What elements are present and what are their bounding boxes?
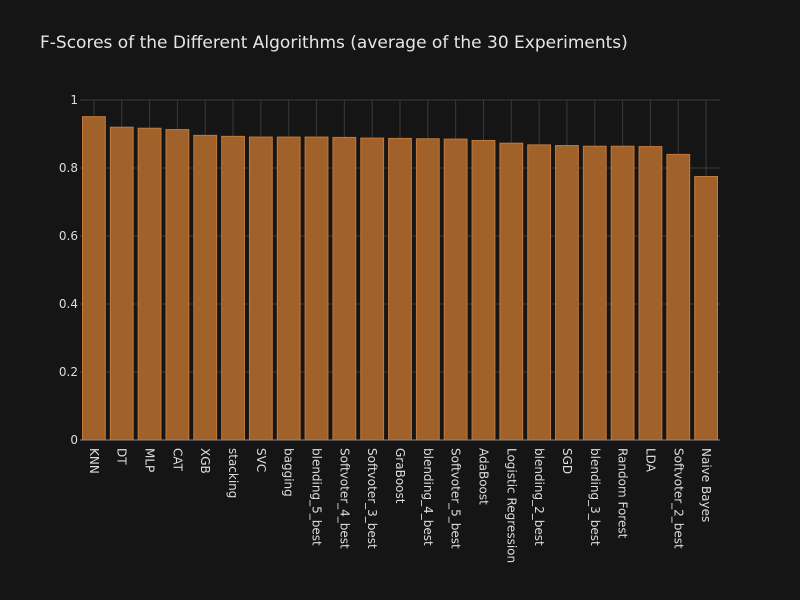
x-tick-label: Logistic Regression — [504, 448, 518, 563]
x-tick-label: blending_5_best — [310, 448, 324, 546]
x-tick-label: GraBoost — [393, 448, 407, 504]
bar-svc[interactable] — [248, 136, 273, 441]
x-tick-label: Softvoter_4_best — [337, 448, 351, 549]
x-tick-label: DT — [115, 448, 129, 465]
y-tick-label: 1 — [70, 93, 78, 107]
tick-labels: 0 0.2 0.4 0.6 0.8 1 KNN DT MLP CAT XGB stacking SVC b… — [59, 93, 713, 563]
bar-blending-5-best[interactable] — [304, 136, 329, 441]
x-tick-label: stacking — [226, 448, 240, 498]
bar-adaboost[interactable] — [471, 139, 496, 441]
bar-softvoter-5-best[interactable] — [443, 138, 468, 441]
bar-lda[interactable] — [638, 146, 663, 441]
bar-softvoter-2-best[interactable] — [666, 153, 691, 441]
bar-bagging[interactable] — [276, 136, 301, 441]
bar-xgb[interactable] — [193, 134, 218, 441]
bar-naive-bayes[interactable] — [694, 176, 718, 441]
bar-blending-2-best[interactable] — [527, 144, 552, 441]
x-tick-label: XGB — [198, 448, 212, 474]
bar-mlp[interactable] — [137, 127, 162, 441]
bar-softvoter-4-best[interactable] — [332, 136, 357, 441]
bar-cat[interactable] — [165, 129, 190, 441]
y-tick-label: 0.6 — [59, 229, 78, 243]
bar-logistic-regression[interactable] — [499, 142, 524, 441]
x-tick-label: Random Forest — [616, 448, 630, 539]
chart-title: F-Scores of the Different Algorithms (av… — [40, 33, 628, 53]
x-tick-label: Softvoter_3_best — [365, 448, 379, 549]
x-tick-label: SGD — [560, 448, 574, 474]
y-tick-label: 0.4 — [59, 297, 78, 311]
x-tick-label: SVC — [254, 448, 268, 472]
bar-sgd[interactable] — [555, 145, 579, 441]
x-tick-label: MLP — [143, 448, 157, 472]
bar-blending-4-best[interactable] — [415, 138, 440, 441]
bar-softvoter-3-best[interactable] — [360, 137, 385, 441]
x-tick-label: AdaBoost — [476, 448, 490, 505]
x-tick-label: bagging — [282, 448, 296, 497]
x-tick-label: KNN — [87, 448, 101, 474]
x-tick-label: blending_4_best — [421, 448, 435, 546]
x-tick-label: Softvoter_2_best — [671, 448, 685, 549]
bar-blending-3-best[interactable] — [582, 145, 607, 441]
y-tick-label: 0.2 — [59, 365, 78, 379]
x-tick-label: LDA — [643, 448, 657, 473]
x-tick-label: Softvoter_5_best — [449, 448, 463, 549]
bar-stacking[interactable] — [221, 135, 245, 441]
bar-graboost[interactable] — [388, 137, 412, 441]
bar-random-forest[interactable] — [610, 145, 635, 441]
bars — [82, 116, 718, 441]
x-tick-label: Naive Bayes — [699, 448, 713, 522]
x-tick-label: blending_2_best — [532, 448, 546, 546]
bar-dt[interactable] — [109, 126, 134, 441]
y-tick-label: 0 — [70, 433, 78, 447]
x-tick-label: blending_3_best — [588, 448, 602, 546]
bar-knn[interactable] — [82, 116, 106, 441]
x-tick-label: CAT — [170, 448, 184, 472]
y-tick-label: 0.8 — [59, 161, 78, 175]
